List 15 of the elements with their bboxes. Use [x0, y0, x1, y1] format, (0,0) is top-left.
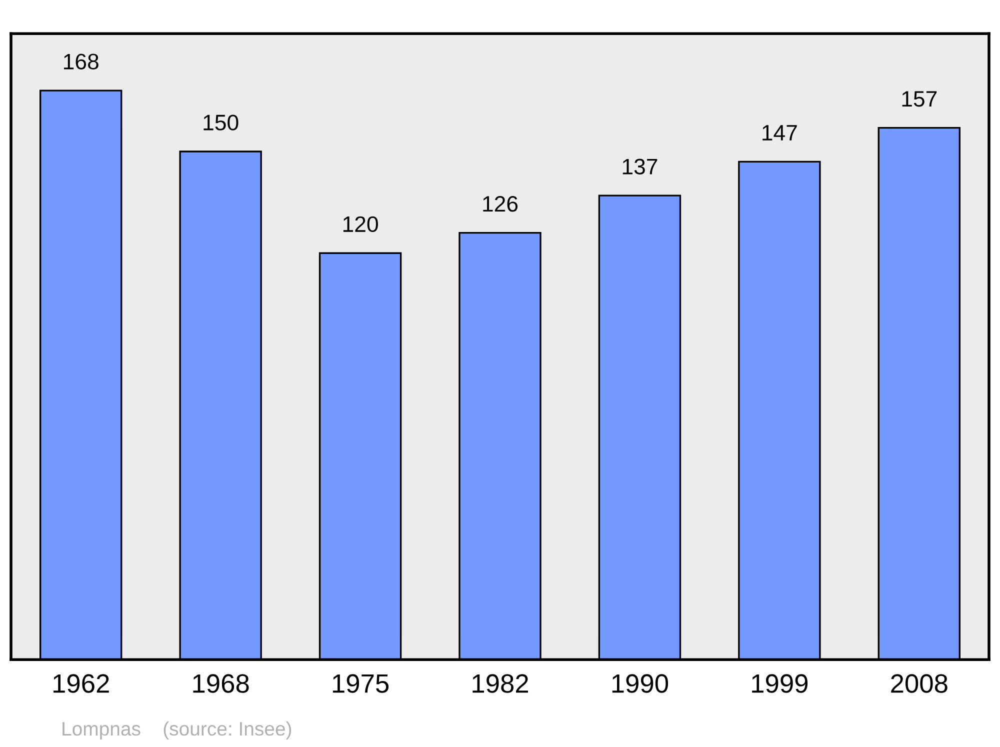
data-label: 150	[204, 114, 238, 130]
x-tick-label: 1990	[612, 674, 668, 693]
data-label: 157	[902, 91, 937, 107]
x-tick-label: 1968	[193, 674, 249, 693]
x-tick-label: 1999	[752, 674, 808, 693]
x-tick-label: 1982	[472, 674, 528, 693]
x-tick-label: 1962	[54, 674, 109, 693]
x-tick-label: 1975	[332, 674, 389, 693]
data-label: 126	[483, 196, 518, 212]
x-tick-label: 2008	[891, 674, 948, 693]
data-label: 168	[64, 54, 98, 70]
text: Lompnas (source: Insee)	[62, 721, 292, 740]
data-label: 137	[622, 158, 658, 174]
data-label: 120	[343, 216, 378, 232]
data-label: 147	[762, 125, 797, 140]
